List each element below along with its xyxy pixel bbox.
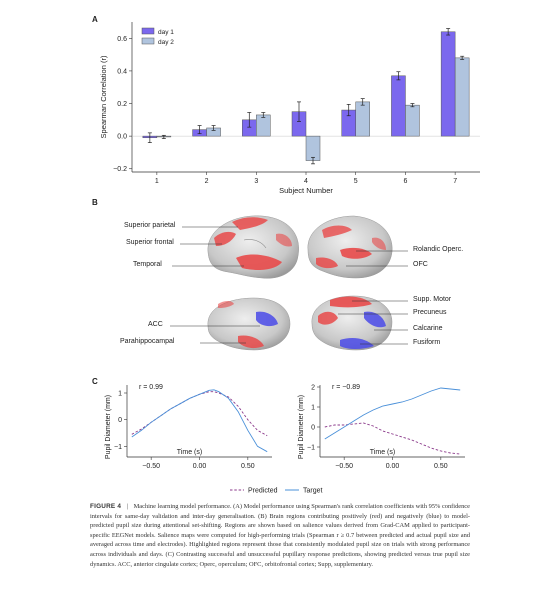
label-acc: ACC [148, 321, 163, 328]
legend-label: day 2 [158, 39, 174, 46]
x-tick-label: 6 [403, 178, 407, 185]
series-line [324, 387, 461, 440]
caption-separator: | [126, 503, 128, 510]
bar [391, 75, 406, 137]
bar [305, 135, 321, 161]
x-axis-label: Time (s) [177, 449, 202, 456]
bar [355, 101, 370, 137]
x-tick-label: 2 [205, 178, 209, 185]
y-tick-label: 1 [118, 391, 122, 398]
bar [256, 114, 271, 137]
brain-medial-left [207, 297, 291, 351]
label-ofc: OFC [413, 261, 428, 268]
label-precuneus: Precuneus [413, 309, 447, 316]
panel-letter-c: C [92, 377, 98, 386]
series-line [131, 391, 268, 437]
legend-label: Target [303, 488, 323, 495]
y-tick-label: 0 [118, 417, 122, 424]
x-tick-label: 0.00 [193, 463, 207, 470]
label-fusiform: Fusiform [413, 339, 441, 346]
label-superior-parietal: Superior parietal [124, 222, 176, 229]
legend-swatch [141, 27, 155, 35]
bar [405, 104, 420, 137]
x-tick-label: −0.50 [142, 463, 160, 470]
series-line [131, 389, 268, 453]
y-tick-label: 1 [311, 405, 315, 412]
x-tick-label: 1 [155, 178, 159, 185]
x-tick-label: 3 [254, 178, 258, 185]
y-tick-label: 0.6 [117, 36, 127, 43]
y-tick-label: −1 [307, 445, 315, 452]
caption-label: FIGURE 4 [90, 503, 122, 510]
panel-letter-b: B [92, 198, 98, 207]
correlation-annotation: r = 0.99 [139, 384, 163, 391]
x-tick-label: 7 [453, 178, 457, 185]
x-tick-label: 0.50 [241, 463, 255, 470]
x-axis-label: Time (s) [370, 449, 395, 456]
label-rolandic-operc: Rolandic Operc. [413, 246, 464, 253]
y-tick-label: 0.2 [117, 101, 127, 108]
y-tick-label: −0.2 [113, 166, 127, 173]
y-tick-label: 0.0 [117, 134, 127, 141]
legend-label: day 1 [158, 29, 174, 36]
label-parahippocampal: Parahippocampal [120, 338, 175, 345]
brain-medial-right [311, 295, 393, 351]
y-tick-label: 0 [311, 425, 315, 432]
x-tick-label: 0.00 [386, 463, 400, 470]
y-axis-label: Pupil Diameter (mm) [105, 395, 112, 459]
y-tick-label: 0.4 [117, 68, 127, 75]
x-tick-label: 4 [304, 178, 308, 185]
caption-text: Machine learning model performance. (A) … [90, 503, 470, 568]
legend-swatch [141, 37, 155, 45]
bar-chart: −0.2 0.0 0.2 0.4 0.6 1 2 3 4 5 6 7 Subject Number Spe… [99, 22, 480, 195]
label-temporal: Temporal [133, 261, 162, 268]
brain-lateral-left [207, 215, 299, 279]
x-axis-label: Subject Number [279, 186, 333, 195]
line-charts: −1 0 1 −0.50 0.00 0.50 Time (s) Pupil Diameter … [105, 384, 465, 495]
y-tick-label: 2 [311, 385, 315, 392]
y-tick-label: −1 [114, 444, 122, 451]
bar [454, 57, 470, 137]
label-superior-frontal: Superior frontal [126, 239, 174, 246]
label-supp-motor: Supp. Motor [413, 296, 452, 303]
panel-letter-a: A [92, 15, 98, 24]
legend-label: Predicted [248, 488, 278, 495]
x-tick-label: −0.50 [335, 463, 353, 470]
label-calcarine: Calcarine [413, 325, 443, 332]
correlation-annotation: r = −0.89 [332, 384, 360, 391]
y-axis-label: Spearman Correlation (r) [99, 55, 108, 138]
leader-lines [170, 226, 408, 345]
x-tick-label: 0.50 [434, 463, 448, 470]
figure-caption: FIGURE 4 | Machine learning model perfor… [90, 502, 470, 569]
y-axis-label: Pupil Diameter (mm) [298, 395, 305, 459]
brain-lateral-right [307, 215, 393, 279]
brain-maps [170, 215, 408, 351]
x-tick-label: 5 [354, 178, 358, 185]
bar [440, 31, 456, 137]
